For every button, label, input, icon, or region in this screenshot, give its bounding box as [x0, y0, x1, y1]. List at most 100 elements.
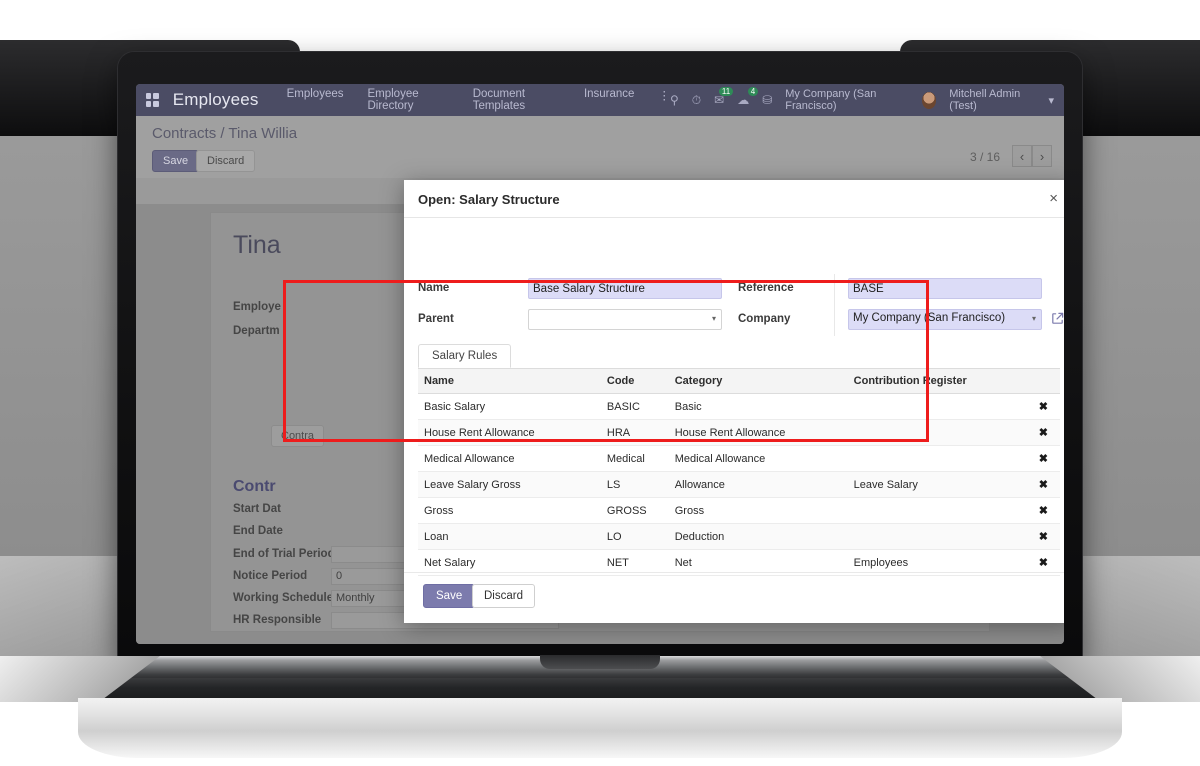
clock-icon[interactable]: ⏱ — [691, 92, 702, 107]
activity-count: 4 — [747, 87, 759, 96]
row-remove-icon[interactable]: ✖ — [1033, 425, 1054, 440]
chat-count: 11 — [718, 87, 734, 96]
discard-button[interactable]: Discard — [472, 584, 535, 608]
cell-category[interactable]: Basic — [668, 393, 848, 420]
field-row-name: Name — [418, 278, 738, 301]
row-remove-icon[interactable]: ✖ — [1033, 477, 1054, 492]
tab-salary-rules[interactable]: Salary Rules — [418, 344, 512, 368]
cell-name[interactable]: Leave Salary Gross — [418, 471, 601, 498]
bug-icon[interactable]: ⚲ — [669, 93, 679, 107]
cell-category[interactable]: House Rent Allowance — [668, 419, 848, 446]
cell-code[interactable]: GROSS — [600, 497, 669, 524]
nav-item-insurance[interactable]: Insurance — [583, 88, 635, 100]
cell-category[interactable]: Medical Allowance — [668, 445, 848, 472]
field-label-start-date: Start Dat — [233, 503, 281, 515]
external-link-icon[interactable] — [1050, 311, 1064, 326]
pager-buttons: ‹ › — [1012, 145, 1052, 167]
cell-category[interactable]: Net — [668, 549, 848, 576]
table-row[interactable]: Leave Salary Gross LS Allowance Leave Sa… — [418, 471, 1060, 498]
breadcrumb[interactable]: Contracts / Tina Willia — [152, 125, 298, 142]
nav-item-employee-directory[interactable]: Employee Directory — [367, 88, 419, 112]
row-remove-icon[interactable]: ✖ — [1033, 555, 1054, 570]
column-header-code[interactable]: Code — [600, 369, 669, 394]
parent-select[interactable]: ▾ — [528, 309, 722, 330]
background-save-button[interactable]: Save — [152, 150, 200, 172]
top-navbar: Employees Employees Employee Directory D… — [136, 84, 1064, 116]
field-label-end-date: End Date — [233, 525, 283, 537]
table-row[interactable]: Basic Salary BASIC Basic ✖ — [418, 393, 1060, 420]
cell-name[interactable]: Loan — [418, 523, 601, 550]
chat-icon[interactable]: ✉ 11 — [714, 87, 734, 107]
save-button[interactable]: Save — [423, 584, 476, 608]
avatar[interactable] — [921, 91, 937, 109]
field-label-department: Departm — [233, 325, 280, 337]
label-parent: Parent — [418, 313, 454, 325]
column-header-category[interactable]: Category — [668, 369, 848, 394]
dialog-header: Open: Salary Structure × — [404, 180, 1064, 218]
cell-name[interactable]: Basic Salary — [418, 393, 601, 420]
cell-code[interactable]: Medical — [600, 445, 669, 472]
cell-code[interactable]: LO — [600, 523, 669, 550]
control-panel: Contracts / Tina Willia Save Discard 3 /… — [136, 116, 1064, 178]
cell-contribution-register[interactable]: Leave Salary — [847, 471, 1027, 498]
table-row[interactable]: Loan LO Deduction ✖ — [418, 523, 1060, 550]
table-row[interactable]: Gross GROSS Gross ✖ — [418, 497, 1060, 524]
activity-icon[interactable]: ☁ 4 — [737, 87, 759, 107]
pager-prev-button[interactable]: ‹ — [1012, 145, 1032, 167]
apps-grid-icon[interactable] — [146, 93, 159, 107]
field-working-schedule-value: Monthly — [336, 592, 375, 604]
reference-input[interactable] — [848, 278, 1042, 299]
row-remove-icon[interactable]: ✖ — [1033, 399, 1054, 414]
table-row[interactable]: Medical Allowance Medical Medical Allowa… — [418, 445, 1060, 472]
chevron-down-icon[interactable]: ▾ — [1048, 94, 1054, 107]
background-tab-contract[interactable]: Contra — [271, 425, 325, 447]
cell-contribution-register[interactable] — [847, 393, 1027, 420]
field-row-reference: Reference — [738, 278, 1058, 301]
cell-category[interactable]: Deduction — [668, 523, 848, 550]
row-remove-icon[interactable]: ✖ — [1033, 503, 1054, 518]
nav-menu: Employees Employee Directory Document Te… — [287, 88, 670, 112]
help-icon[interactable]: ⛁ — [762, 93, 773, 107]
table-row[interactable]: House Rent Allowance HRA House Rent Allo… — [418, 419, 1060, 446]
cell-name[interactable]: Gross — [418, 497, 601, 524]
navbar-company-label[interactable]: My Company (San Francisco) — [785, 88, 877, 112]
name-input[interactable] — [528, 278, 722, 299]
nav-item-employees[interactable]: Employees — [286, 88, 344, 100]
cell-category[interactable]: Gross — [668, 497, 848, 524]
section-heading-contract: Contr — [233, 478, 276, 495]
cell-code[interactable]: BASIC — [600, 393, 669, 420]
cell-name[interactable]: House Rent Allowance — [418, 419, 601, 446]
nav-item-document-templates[interactable]: Document Templates — [472, 88, 526, 112]
cell-contribution-register[interactable] — [847, 523, 1027, 550]
cell-code[interactable]: NET — [600, 549, 669, 576]
cell-name[interactable]: Medical Allowance — [418, 445, 601, 472]
pager-next-button[interactable]: › — [1032, 145, 1052, 167]
screen-content: Employees Employees Employee Directory D… — [136, 84, 1064, 644]
cell-code[interactable]: LS — [600, 471, 669, 498]
cell-code[interactable]: HRA — [600, 419, 669, 446]
field-row-company: Company My Company (San Francisco) ▾ — [738, 309, 1064, 332]
field-label-hr-responsible: HR Responsible — [233, 614, 322, 626]
navbar-user-name[interactable]: Mitchell Admin (Test) — [949, 88, 1021, 112]
dialog-tabs: Salary Rules — [418, 344, 1060, 369]
company-select[interactable]: My Company (San Francisco) ▾ — [848, 309, 1042, 330]
nav-item-more[interactable]: ⋮ — [658, 90, 670, 102]
background-discard-button[interactable]: Discard — [196, 150, 256, 172]
table-row[interactable]: Net Salary NET Net Employees ✖ — [418, 549, 1060, 576]
record-title: Tina — [233, 231, 281, 259]
form-divider — [834, 274, 835, 336]
row-remove-icon[interactable]: ✖ — [1033, 529, 1054, 544]
row-remove-icon[interactable]: ✖ — [1033, 451, 1054, 466]
navbar-right: ⚲ ⏱ ✉ 11 ☁ 4 ⛁ My Company (San Francisco) … — [669, 87, 1054, 112]
cell-contribution-register[interactable] — [847, 497, 1027, 524]
cell-contribution-register[interactable] — [847, 445, 1027, 472]
cell-contribution-register[interactable] — [847, 419, 1027, 446]
company-select-value: My Company (San Francisco) — [853, 312, 1006, 324]
column-header-contribution-register[interactable]: Contribution Register — [847, 369, 1027, 394]
close-icon[interactable]: × — [1045, 189, 1062, 208]
cell-contribution-register[interactable]: Employees — [847, 549, 1027, 576]
cell-category[interactable]: Allowance — [668, 471, 848, 498]
cell-name[interactable]: Net Salary — [418, 549, 601, 576]
column-header-name[interactable]: Name — [418, 369, 601, 394]
